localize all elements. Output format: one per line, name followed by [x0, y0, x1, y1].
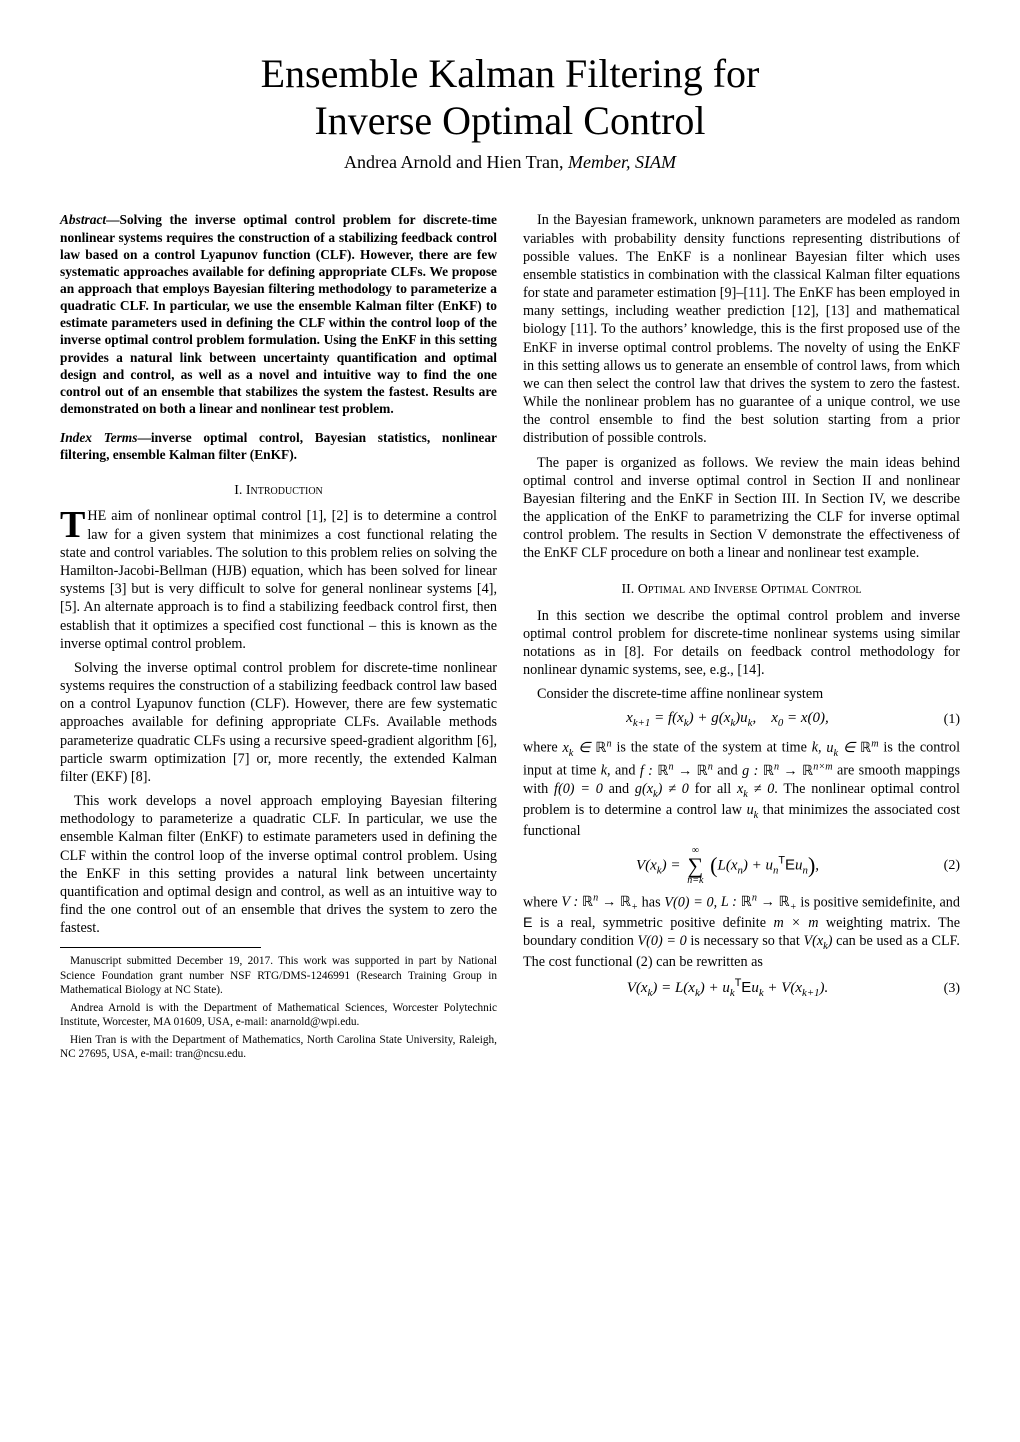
index-terms-block: Index Terms—inverse optimal control, Bay… [60, 429, 497, 463]
s2p4-d: is a real, symmetric positive definite [532, 915, 773, 931]
s2-paragraph-2: Consider the discrete-time affine nonlin… [523, 685, 960, 703]
equation-2-math: V(xk) = ∞∑n=k (L(xn) + unTEun), [523, 846, 932, 886]
s2p3-h: for all [689, 781, 737, 797]
footnote-1: Manuscript submitted December 19, 2017. … [60, 954, 497, 996]
equation-3-number: (3) [932, 980, 960, 998]
s2p4-b: has [638, 894, 664, 910]
section-1-heading: I. Introduction [60, 482, 497, 500]
section-1-number: I. [234, 483, 246, 498]
author-line: Andrea Arnold and Hien Tran, Member, SIA… [60, 152, 960, 173]
footnote-rule [60, 947, 261, 948]
equation-1-number: (1) [932, 711, 960, 729]
s2p4-c: is positive semidefinite, and [797, 894, 960, 910]
abstract-block: Abstract—Solving the inverse optimal con… [60, 211, 497, 417]
two-column-body: Abstract—Solving the inverse optimal con… [60, 211, 960, 1061]
intro-paragraph-1: THE aim of nonlinear optimal control [1]… [60, 507, 497, 652]
authors-names: Andrea Arnold and Hien Tran, [344, 152, 568, 172]
intro-lead-smallcaps: HE [87, 508, 106, 524]
footnote-2: Andrea Arnold is with the Department of … [60, 1001, 497, 1029]
section-2-heading: II. Optimal and Inverse Optimal Control [523, 581, 960, 599]
s2p3-b: is the state of the system at time [612, 740, 812, 756]
footnote-3: Hien Tran is with the Department of Math… [60, 1033, 497, 1061]
s2-paragraph-1: In this section we describe the optimal … [523, 607, 960, 680]
s2p3-a: where [523, 740, 562, 756]
equation-3-math: V(xk) = L(xk) + ukTEuk + V(xk+1). [523, 977, 932, 1001]
abstract-text: —Solving the inverse optimal control pro… [60, 212, 497, 416]
col2-paragraph-2: The paper is organized as follows. We re… [523, 454, 960, 563]
s2p3-e: and [713, 763, 742, 779]
s2p4-a: where [523, 894, 561, 910]
abstract-lead: Abstract [60, 212, 106, 227]
intro-paragraph-3: This work develops a novel approach empl… [60, 792, 497, 937]
title-line-2: Inverse Optimal Control [314, 98, 705, 143]
s2-paragraph-3: where xk ∈ ℝn is the state of the system… [523, 737, 960, 840]
equation-1-math: xk+1 = f(xk) + g(xk)uk, x0 = x(0), [523, 709, 932, 731]
dropcap: T [60, 507, 87, 541]
col2-paragraph-1: In the Bayesian framework, unknown param… [523, 211, 960, 447]
page: Ensemble Kalman Filtering for Inverse Op… [0, 0, 1020, 1442]
footnote-block: Manuscript submitted December 19, 2017. … [60, 947, 497, 1061]
s2p4-f: is necessary so that [687, 933, 804, 949]
s2-paragraph-4: where V : ℝn → ℝ+ has V(0) = 0, L : ℝn →… [523, 892, 960, 972]
equation-2: V(xk) = ∞∑n=k (L(xn) + unTEun), (2) [523, 846, 960, 886]
equation-2-number: (2) [932, 857, 960, 875]
title-line-1: Ensemble Kalman Filtering for [261, 51, 760, 96]
s2p3-d: , and [607, 763, 640, 779]
equation-1: xk+1 = f(xk) + g(xk)uk, x0 = x(0), (1) [523, 709, 960, 731]
section-1-title: Introduction [246, 483, 323, 498]
intro-p1-rest: aim of nonlinear optimal control [1], [2… [60, 508, 497, 651]
s2p3-g: and [603, 781, 635, 797]
section-2-title: Optimal and Inverse Optimal Control [638, 582, 862, 597]
section-2-number: II. [621, 582, 637, 597]
index-terms-lead: Index Terms [60, 430, 137, 445]
intro-paragraph-2: Solving the inverse optimal control prob… [60, 659, 497, 786]
page-title: Ensemble Kalman Filtering for Inverse Op… [60, 50, 960, 144]
authors-membership: Member, SIAM [568, 152, 676, 172]
equation-3: V(xk) = L(xk) + ukTEuk + V(xk+1). (3) [523, 977, 960, 1001]
